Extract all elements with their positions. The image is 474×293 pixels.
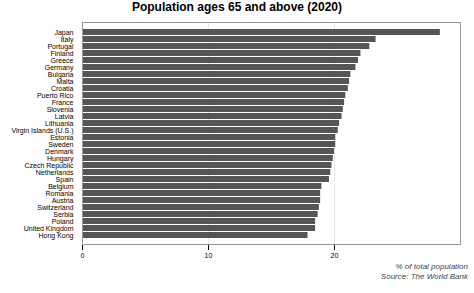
svg-text:Malta: Malta — [56, 78, 73, 85]
svg-text:Puerto Rico: Puerto Rico — [37, 92, 74, 99]
svg-text:Germany: Germany — [44, 63, 74, 71]
html-text:Population ages 65 and above (: Population ages 65 and above (2020) — [132, 0, 342, 14]
svg-text:Belgium: Belgium — [48, 182, 74, 190]
svg-text:0: 0 — [81, 252, 85, 259]
svg-text:Serbia: Serbia — [53, 211, 73, 218]
svg-text:Croatia: Croatia — [51, 85, 74, 92]
html-text:Source: The World Bank: Source: The World Bank — [380, 272, 468, 281]
svg-text:Czech Republic: Czech Republic — [24, 161, 74, 169]
svg-text:United Kingdom: United Kingdom — [23, 224, 74, 232]
html-text:% of total population: % of total population — [395, 262, 468, 271]
svg-text:France: France — [52, 99, 74, 106]
svg-text:Austria: Austria — [52, 197, 74, 204]
svg-text:Portugal: Portugal — [47, 42, 74, 50]
svg-text:Italy: Italy — [60, 35, 74, 43]
svg-text:Denmark: Denmark — [45, 148, 74, 155]
svg-text:Poland: Poland — [52, 218, 74, 225]
svg-text:Estonia: Estonia — [50, 134, 73, 141]
svg-text:Japan: Japan — [54, 28, 74, 36]
svg-text:Slovenia: Slovenia — [47, 106, 74, 113]
svg-text:Hong Kong: Hong Kong — [38, 232, 73, 240]
svg-text:Hungary: Hungary — [47, 154, 74, 162]
svg-text:Switzerland: Switzerland — [37, 204, 73, 211]
svg-text:Lithuania: Lithuania — [45, 120, 74, 127]
svg-text:Latvia: Latvia — [55, 113, 74, 120]
svg-text:Bulgaria: Bulgaria — [47, 70, 74, 78]
svg-text:Greece: Greece — [51, 57, 74, 64]
svg-text:20: 20 — [331, 252, 339, 259]
svg-text:Virgin Islands (U.S.): Virgin Islands (U.S.) — [11, 126, 74, 134]
svg-text:10: 10 — [205, 252, 213, 259]
svg-text:Romania: Romania — [45, 190, 73, 197]
svg-text:Netherlands: Netherlands — [36, 169, 74, 176]
svg-text:Sweden: Sweden — [48, 141, 73, 148]
svg-text:Spain: Spain — [55, 175, 74, 183]
svg-text:Finland: Finland — [51, 50, 74, 57]
